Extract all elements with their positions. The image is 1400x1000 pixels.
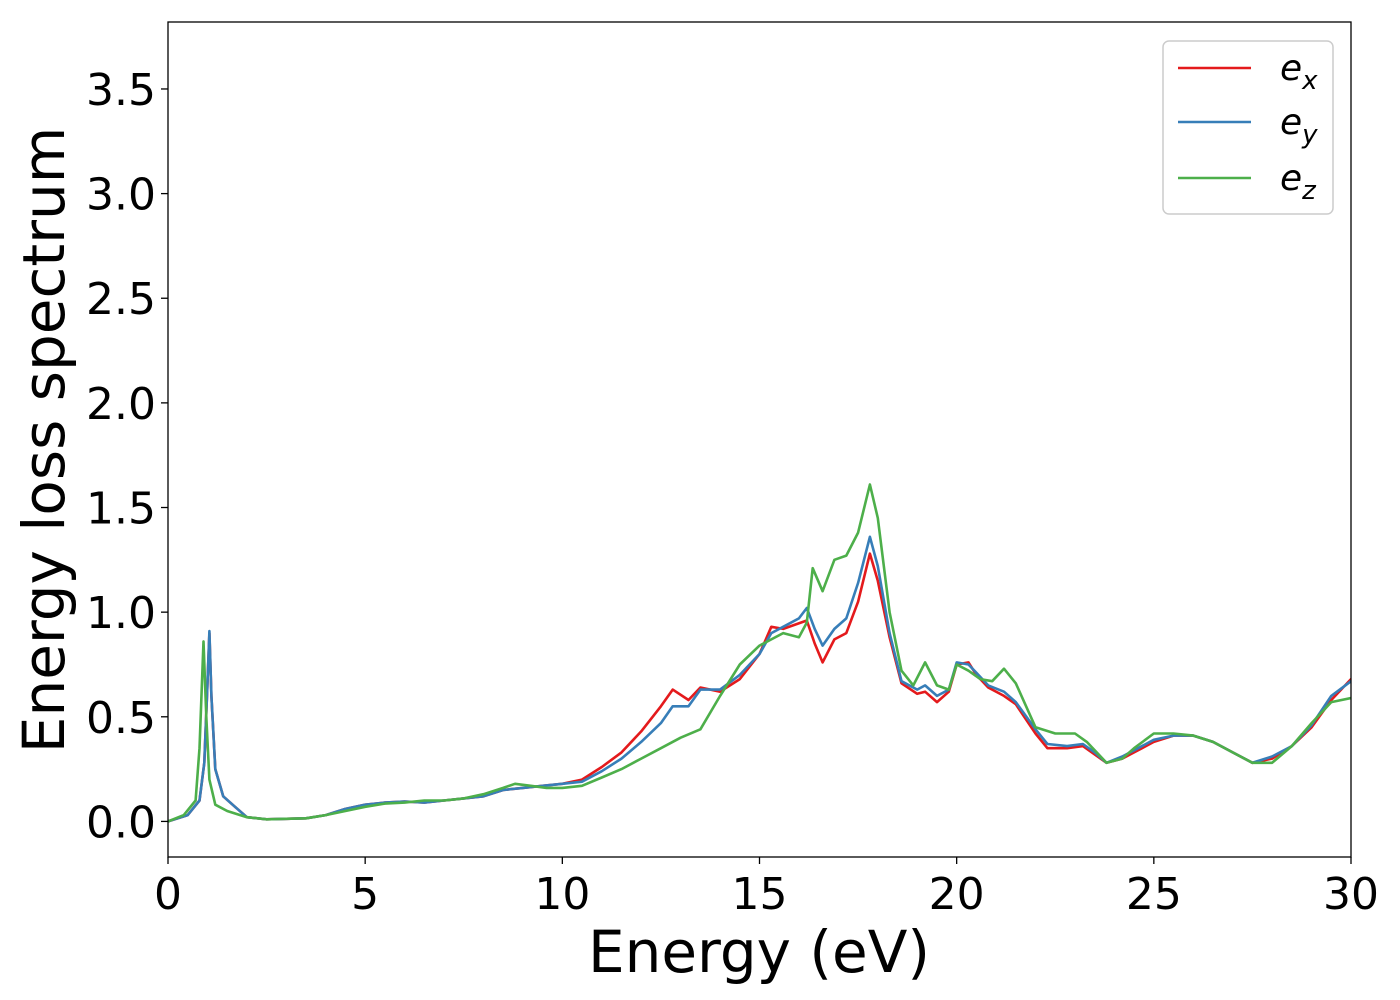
plot-area — [167, 21, 1352, 858]
x-tick-label: 0 — [154, 869, 182, 920]
legend-box — [1162, 40, 1334, 215]
x-tick-label: 30 — [1323, 869, 1379, 920]
y-tick-label: 2.5 — [86, 274, 156, 325]
x-tick-label: 15 — [732, 869, 788, 920]
legend: ex ey ez — [1162, 40, 1334, 215]
x-axis: 0 5 10 15 20 25 30 — [154, 857, 1379, 920]
x-axis-title: Energy (eV) — [588, 918, 930, 986]
x-tick-label: 5 — [351, 869, 379, 920]
series-layer — [168, 483, 1351, 823]
y-tick-label: 1.0 — [86, 588, 156, 639]
y-tick-label: 2.0 — [86, 379, 156, 430]
y-tick-label: 3.0 — [86, 170, 156, 221]
y-axis: 0.0 0.5 1.0 1.5 2.0 2.5 3.0 3.5 — [86, 65, 168, 848]
x-tick-label: 20 — [929, 869, 985, 920]
y-tick-label: 3.5 — [86, 65, 156, 116]
legend-label-x: ex — [1280, 48, 1318, 96]
y-tick-label: 1.5 — [86, 484, 156, 535]
x-tick-label: 10 — [534, 869, 590, 920]
y-axis-title: Energy loss spectrum — [10, 127, 78, 753]
legend-label-y: ey — [1280, 102, 1318, 150]
legend-label-z: ez — [1280, 158, 1317, 206]
x-tick-label: 25 — [1126, 869, 1182, 920]
series-line-z — [168, 483, 1351, 823]
y-tick-label: 0.5 — [86, 693, 156, 744]
y-tick-label: 0.0 — [86, 797, 156, 848]
